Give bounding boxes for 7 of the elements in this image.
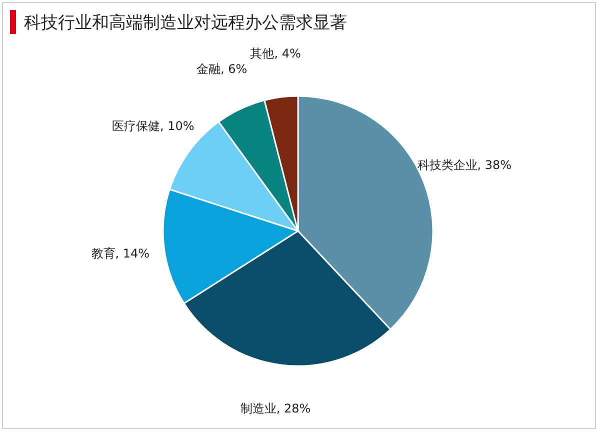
slice-label: 金融, 6% — [196, 62, 248, 76]
chart-title: 科技行业和高端制造业对远程办公需求显著 — [24, 12, 347, 34]
slice-label: 制造业, 28% — [240, 402, 311, 416]
slice-label: 教育, 14% — [91, 246, 150, 260]
slice-label: 医疗保健, 10% — [112, 118, 194, 133]
slice-label: 其他, 4% — [250, 46, 301, 60]
slice-label: 科技类企业, 38% — [417, 158, 512, 172]
